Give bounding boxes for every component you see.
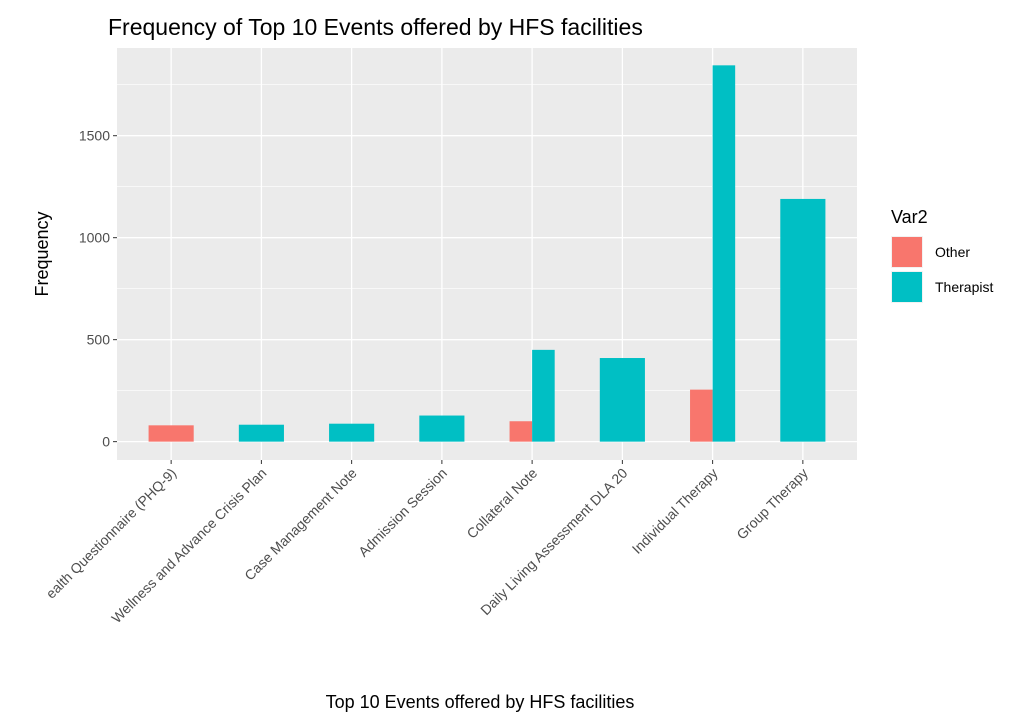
chart-title: Frequency of Top 10 Events offered by HF… — [108, 14, 643, 40]
bar-other — [509, 421, 533, 442]
plot-panel — [117, 48, 857, 460]
y-tick-label: 1000 — [79, 230, 110, 246]
bar-other — [148, 425, 194, 442]
x-axis-ticks: ealth Questionnaire (PHQ-9)Wellness and … — [42, 460, 811, 626]
bar-therapist — [238, 424, 284, 442]
x-tick-label: Individual Therapy — [629, 465, 721, 557]
x-tick-label: Daily Living Assessment DLA 20 — [477, 465, 630, 618]
bar-therapist — [329, 423, 375, 442]
x-tick-label: Group Therapy — [733, 465, 811, 543]
y-tick-label: 0 — [102, 434, 110, 450]
legend: Var2 Other Therapist — [891, 207, 993, 303]
bars — [148, 65, 826, 442]
legend-label-other: Other — [935, 244, 970, 260]
y-axis-ticks: 0 500 1000 1500 — [79, 128, 117, 450]
x-tick-label: Collateral Note — [463, 465, 540, 542]
x-tick-label: Wellness and Advance Crisis Plan — [108, 465, 269, 626]
bar-therapist — [780, 198, 826, 442]
y-axis-title: Frequency — [32, 211, 52, 296]
y-tick-label: 1500 — [79, 128, 110, 144]
bar-therapist — [599, 358, 645, 442]
y-tick-label: 500 — [87, 332, 111, 348]
bar-other — [690, 389, 713, 442]
legend-swatch-therapist — [892, 272, 922, 302]
x-tick-label: Admission Session — [355, 465, 450, 560]
bar-therapist — [712, 65, 736, 442]
bar-therapist — [419, 415, 465, 442]
x-axis-title: Top 10 Events offered by HFS facilities — [326, 692, 635, 712]
legend-label-therapist: Therapist — [935, 279, 993, 295]
legend-swatch-other — [892, 237, 922, 267]
legend-title: Var2 — [891, 207, 928, 227]
bar-therapist — [532, 349, 555, 442]
